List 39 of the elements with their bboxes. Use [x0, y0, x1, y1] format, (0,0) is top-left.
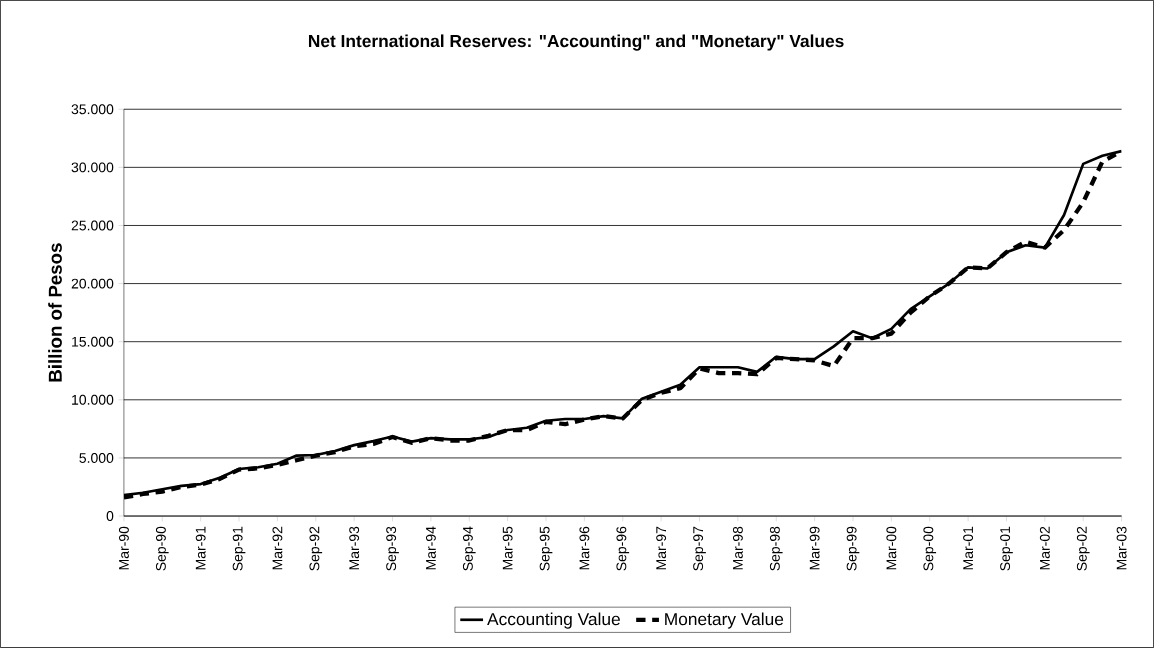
x-tick-label: Mar-99	[809, 526, 820, 570]
x-tick-label: Sep-94	[462, 526, 476, 571]
y-tick-label: 0	[106, 511, 114, 522]
x-tick-label: Mar-97	[656, 526, 667, 570]
y-tick-label: 35.000	[71, 104, 114, 115]
y-tick-label: 20.000	[71, 278, 114, 289]
x-tick-label: Sep-90	[155, 526, 169, 571]
x-tick-label: Sep-99	[846, 526, 860, 571]
x-tick-label: Mar-96	[579, 526, 590, 570]
x-tick-label: Mar-90	[118, 526, 129, 570]
chart-title: Net International Reserves: "Accounting" and "Monetary" Values	[308, 34, 844, 51]
y-tick-label: 15.000	[72, 336, 114, 347]
y-tick-label: 30.000	[71, 162, 114, 173]
x-tick-label: Mar-00	[886, 526, 897, 570]
legend-label: Accounting Value	[487, 612, 620, 629]
x-tick-label: Mar-92	[272, 526, 283, 570]
x-tick-label: Mar-95	[502, 526, 513, 570]
x-tick-label: Sep-91	[232, 526, 246, 571]
y-axis-title: Billion of Pesos	[48, 243, 62, 382]
y-tick-label: 5.000	[79, 453, 114, 463]
legend-label: Monetary Value	[665, 612, 784, 629]
x-tick-label: Sep-97	[693, 526, 706, 571]
x-tick-label: Sep-98	[769, 526, 783, 571]
x-tick-label: Mar-94	[425, 526, 436, 570]
x-tick-label: Sep-96	[616, 526, 630, 571]
x-tick-label: Mar-98	[732, 526, 743, 570]
x-tick-label: Mar-02	[1039, 526, 1050, 570]
x-tick-label: Sep-95	[539, 526, 553, 571]
y-tick-label: 10.000	[72, 394, 114, 405]
x-tick-label: Sep-93	[386, 526, 399, 571]
x-tick-label: Sep-00	[923, 526, 937, 571]
x-tick-label: Mar-01	[963, 526, 974, 570]
x-tick-label: Mar-93	[349, 526, 360, 570]
x-tick-label: Mar-91	[195, 526, 206, 570]
y-tick-label: 25.000	[71, 220, 114, 231]
x-tick-label: Sep-02	[1076, 526, 1090, 571]
x-tick-label: Mar-03	[1116, 526, 1127, 570]
x-tick-label: Sep-01	[1000, 526, 1013, 571]
x-tick-label: Sep-92	[309, 526, 323, 571]
